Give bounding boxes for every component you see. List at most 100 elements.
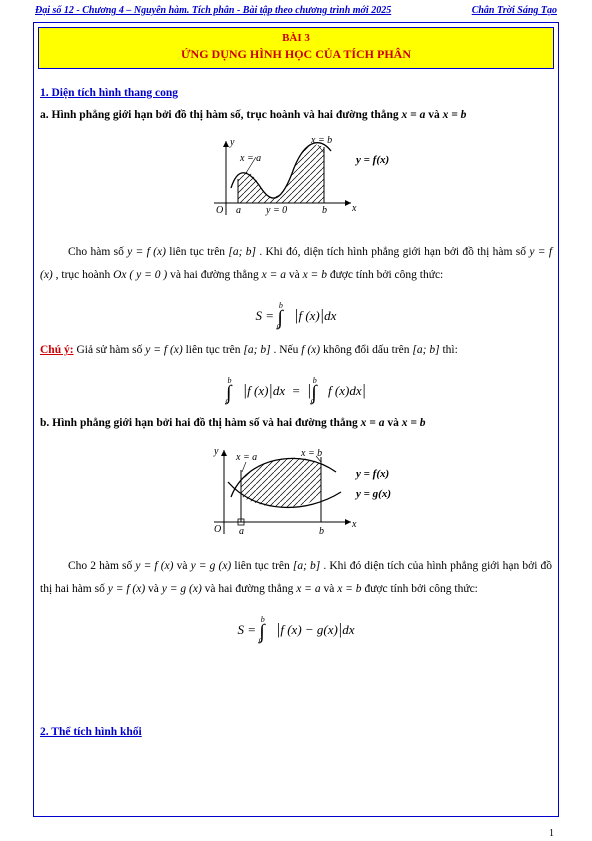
- p2-l2mid: và hai đường thẳng: [205, 583, 297, 595]
- p2-end: được tính bởi công: [364, 583, 454, 595]
- p1-ox: Ox ( y = 0 ): [113, 269, 167, 281]
- f1-lhs: S =: [256, 308, 278, 323]
- p2-l2f: y = f (x): [108, 583, 145, 595]
- p1-xa: x = a: [262, 269, 286, 281]
- p2-g: y = g (x): [191, 560, 232, 572]
- fig1-xb-label: x = b: [310, 135, 332, 146]
- p1-and: và: [289, 269, 303, 281]
- f2-sub: a: [225, 396, 229, 405]
- note-mid1: liên tục trên: [186, 344, 244, 356]
- p2-pre: Cho 2 hàm số: [68, 560, 135, 572]
- section-1-heading: 1. Diện tích hình thang cong: [40, 84, 552, 104]
- sub-b-and: và: [387, 417, 401, 429]
- fig1-y0-label: y = 0: [265, 205, 287, 216]
- page-number: 1: [549, 828, 554, 839]
- f3-sup: b: [261, 615, 265, 624]
- fig1-yfx-label: y = f(x): [354, 154, 389, 166]
- p1-oxmid: , trục hoành: [56, 269, 113, 281]
- f2-dx2: dx: [349, 383, 361, 398]
- figure-2: y x O a b x = a x = b y = f(x) y = g(x): [166, 442, 426, 547]
- f2-sub2: a: [311, 396, 315, 405]
- p2-f: y = f (x): [135, 560, 173, 572]
- p2-int: [a; b]: [293, 560, 320, 572]
- p1-interval: [a; b]: [228, 246, 256, 258]
- figure-1: y x O a b x = a x = b y = 0 y = f(x): [166, 133, 426, 233]
- fig2-x-label: x: [351, 519, 357, 530]
- p2-xa: x = a: [296, 583, 320, 595]
- p2-l2and: và: [148, 583, 162, 595]
- sub-a-eq1: x = a: [402, 109, 426, 121]
- fig2-O-label: O: [214, 524, 221, 535]
- f2-sup2: b: [313, 376, 317, 385]
- formula-2: ∫ba |f (x)|dx = |∫ba f (x)dx|: [40, 372, 552, 406]
- fig2-b-label: b: [319, 526, 324, 537]
- title-line-2: ỨNG DỤNG HÌNH HỌC CỦA TÍCH PHÂN: [39, 47, 553, 62]
- p2-xb: x = b: [337, 583, 361, 595]
- sub-b-eq1: x = a: [361, 417, 385, 429]
- header-left: Đại số 12 - Chương 4 – Nguyên hàm. Tích …: [35, 5, 391, 16]
- subsection-a: a. Hình phẳng giới hạn bởi đồ thị hàm số…: [40, 106, 552, 126]
- f3-lhs: S =: [237, 622, 259, 637]
- p2-l3: thức:: [454, 583, 477, 595]
- f1-body: f (x): [298, 308, 319, 323]
- f1-sub: a: [277, 321, 281, 330]
- f1-sup: b: [279, 301, 283, 310]
- note-mid2: . Nếu: [273, 344, 301, 356]
- p1-pre: Cho hàm số: [68, 246, 127, 258]
- section-2-heading: 2. Thể tích hình khối: [40, 723, 552, 743]
- note-pre: Giả sử hàm số: [76, 344, 145, 356]
- p1-end: được tính bởi công thức:: [330, 269, 443, 281]
- f2-sup: b: [227, 376, 231, 385]
- formula-1: S = ∫ba |f (x)|dx: [40, 297, 552, 331]
- fig2-y-label: y: [213, 446, 219, 457]
- p1-f: y = f (x): [127, 246, 166, 258]
- p2-mid1: liên tục trên: [234, 560, 292, 572]
- fig1-a-label: a: [236, 205, 241, 216]
- note-thi: thì:: [442, 344, 457, 356]
- f1-dx: dx: [324, 308, 336, 323]
- note-paragraph: Chú ý: Giả sử hàm số y = f (x) liên tục …: [40, 339, 552, 362]
- f2-dx1: dx: [273, 383, 285, 398]
- f3-sub: a: [259, 635, 263, 644]
- fig2-a-label: a: [239, 526, 244, 537]
- f3-body: f (x) − g(x): [280, 622, 338, 637]
- f2-body2: f (x): [328, 383, 349, 398]
- p2-and1: và: [177, 560, 191, 572]
- note-end: không đổi dấu trên: [323, 344, 412, 356]
- content-area: 1. Diện tích hình thang cong a. Hình phẳ…: [40, 84, 552, 742]
- formula-3: S = ∫ba |f (x) − g(x)|dx: [40, 611, 552, 645]
- p1-xb: x = b: [303, 269, 327, 281]
- fig1-y-label: y: [229, 137, 235, 148]
- fig2-ygx-label: y = g(x): [354, 488, 391, 500]
- page-header: Đại số 12 - Chương 4 – Nguyên hàm. Tích …: [33, 5, 559, 16]
- fig1-xa-label: x = a: [239, 153, 261, 164]
- fig2-xa-label: x = a: [235, 452, 257, 463]
- fig1-x-label: x: [351, 203, 357, 214]
- abs-bar-icon: |: [362, 382, 366, 399]
- paragraph-2: Cho 2 hàm số y = f (x) và y = g (x) liên…: [40, 555, 552, 601]
- note-f: y = f (x): [145, 344, 182, 356]
- subsection-b: b. Hình phẳng giới hạn bởi hai đồ thị hà…: [40, 414, 552, 434]
- fig1-b-label: b: [322, 205, 327, 216]
- title-line-1: BÀI 3: [39, 32, 553, 44]
- p2-mid2: . Khi đó diện tích của hình phẳng giới h…: [323, 560, 522, 572]
- paragraph-1: Cho hàm số y = f (x) liên tục trên [a; b…: [40, 241, 552, 287]
- note-label: Chú ý:: [40, 344, 74, 356]
- f2-body1: f (x): [247, 383, 268, 398]
- p1-mid3: và hai đường thẳng: [170, 269, 262, 281]
- header-right: Chân Trời Sáng Tạo: [472, 5, 557, 16]
- p1-mid2: . Khi đó, diện tích hình phẳng giới hạn …: [259, 246, 529, 258]
- fig2-xb-label: x = b: [300, 448, 322, 459]
- sub-a-eq2: x = b: [443, 109, 467, 121]
- sub-a-text: a. Hình phẳng giới hạn bởi đồ thị hàm số…: [40, 109, 402, 121]
- p1-mid1: liên tục trên: [169, 246, 228, 258]
- f3-dx: dx: [342, 622, 354, 637]
- fig2-yfx-label: y = f(x): [354, 468, 389, 480]
- p2-and2: và: [323, 583, 337, 595]
- lesson-title-box: BÀI 3 ỨNG DỤNG HÌNH HỌC CỦA TÍCH PHÂN: [38, 27, 554, 69]
- p2-l2g: y = g (x): [162, 583, 202, 595]
- note-int2: [a; b]: [412, 344, 439, 356]
- sub-b-text: b. Hình phẳng giới hạn bởi hai đồ thị hà…: [40, 417, 361, 429]
- sub-a-and: và: [428, 109, 442, 121]
- sub-b-eq2: x = b: [402, 417, 426, 429]
